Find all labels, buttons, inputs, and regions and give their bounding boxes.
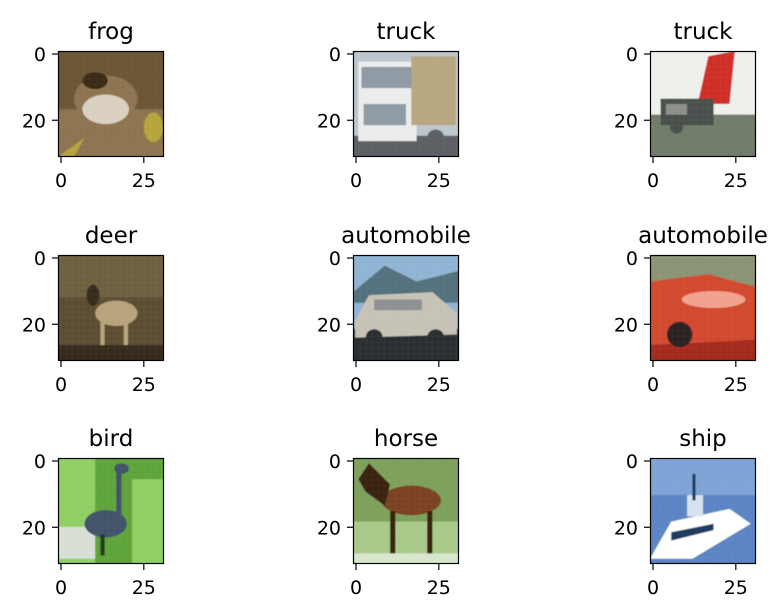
panel-title: bird <box>89 426 134 452</box>
y-tick-label: 20 <box>22 314 46 336</box>
x-tick-label: 0 <box>350 374 362 396</box>
x-tick-label: 0 <box>55 170 67 192</box>
panel-title: automobile <box>638 223 768 249</box>
x-tick-label: 0 <box>350 577 362 599</box>
cifar-horse-photo <box>353 458 459 564</box>
y-tick-label: 20 <box>22 110 46 132</box>
x-tick-label: 25 <box>724 374 748 396</box>
panel-title: truck <box>376 19 436 45</box>
panel-title: ship <box>679 426 727 452</box>
image-panel: bird 0 20 0 25 <box>22 426 165 599</box>
panel-title: horse <box>374 426 438 452</box>
panel-title: frog <box>88 19 134 45</box>
image-panel: truck 0 20 0 25 <box>317 19 460 192</box>
y-tick-label: 20 <box>317 517 341 539</box>
x-tick-label: 0 <box>55 577 67 599</box>
cifar-deer-photo <box>58 255 164 361</box>
image-panel: ship 0 20 0 25 <box>614 426 757 599</box>
axes-frame <box>649 50 757 158</box>
image-panel: frog 0 20 0 25 <box>22 19 165 192</box>
y-tick-label: 0 <box>329 248 341 270</box>
y-tick-label: 0 <box>34 248 46 270</box>
y-tick-label: 20 <box>22 517 46 539</box>
y-tick-label: 0 <box>626 44 638 66</box>
y-tick-label: 0 <box>329 451 341 473</box>
y-tick-label: 20 <box>614 110 638 132</box>
x-tick-label: 25 <box>132 374 156 396</box>
y-tick-label: 0 <box>34 44 46 66</box>
image-panel: horse 0 20 0 25 <box>317 426 460 599</box>
cifar-frog-photo <box>58 51 164 157</box>
cifar-automobile-photo-1 <box>353 255 459 361</box>
y-tick-label: 20 <box>317 110 341 132</box>
cifar-bird-photo <box>58 458 164 564</box>
axes-frame <box>352 457 460 565</box>
y-tick-label: 0 <box>329 44 341 66</box>
x-tick-label: 0 <box>647 577 659 599</box>
x-tick-label: 25 <box>132 170 156 192</box>
x-tick-label: 25 <box>724 577 748 599</box>
x-tick-label: 25 <box>427 577 451 599</box>
x-tick-label: 25 <box>427 170 451 192</box>
axes-frame <box>352 50 460 158</box>
x-tick-label: 25 <box>724 170 748 192</box>
x-tick-label: 0 <box>350 170 362 192</box>
axes-frame <box>57 457 165 565</box>
x-tick-label: 0 <box>647 170 659 192</box>
y-tick-label: 20 <box>614 517 638 539</box>
cifar-truck-photo-1 <box>353 51 459 157</box>
y-tick-label: 20 <box>317 314 341 336</box>
x-tick-label: 25 <box>132 577 156 599</box>
axes-frame <box>649 457 757 565</box>
axes-frame <box>57 50 165 158</box>
axes-frame <box>649 254 757 362</box>
panel-title: automobile <box>341 223 471 249</box>
x-tick-label: 25 <box>427 374 451 396</box>
image-panel: truck 0 20 0 25 <box>614 19 757 192</box>
panel-title: deer <box>85 223 138 249</box>
axes-frame <box>57 254 165 362</box>
panel-title: truck <box>673 19 733 45</box>
x-tick-label: 0 <box>55 374 67 396</box>
y-tick-label: 0 <box>626 248 638 270</box>
cifar-truck-photo-2 <box>650 51 756 157</box>
x-tick-label: 0 <box>647 374 659 396</box>
y-tick-label: 0 <box>34 451 46 473</box>
y-tick-label: 20 <box>614 314 638 336</box>
cifar-automobile-photo-2 <box>650 255 756 361</box>
image-panel: deer 0 20 0 25 <box>22 223 165 396</box>
axes-frame <box>352 254 460 362</box>
cifar-ship-photo <box>650 458 756 564</box>
y-tick-label: 0 <box>626 451 638 473</box>
